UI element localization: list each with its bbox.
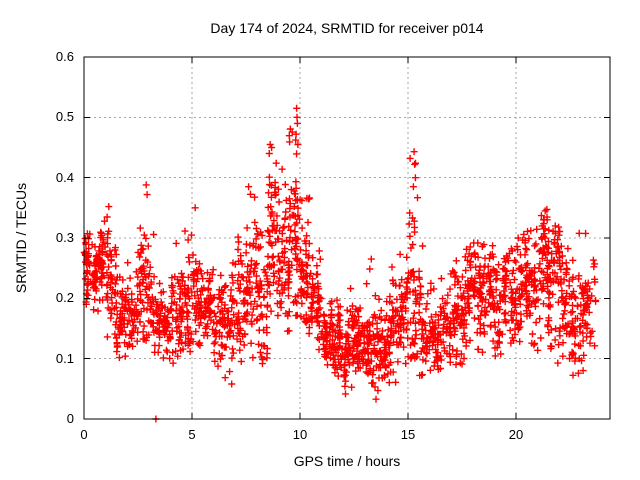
y-tick-label-0.3: 0.3 (55, 230, 74, 245)
x-axis-title: GPS time / hours (293, 453, 401, 469)
x-tick-label-0: 0 (80, 427, 88, 442)
axis-tick-marks (83, 56, 610, 420)
x-tick-label-15: 15 (400, 427, 416, 442)
y-tick-label-0.4: 0.4 (55, 169, 74, 185)
x-tick-label-5: 5 (188, 427, 196, 442)
chart-title: Day 174 of 2024, SRMTID for receiver p01… (210, 20, 484, 36)
y-tick-label-0.5: 0.5 (55, 109, 74, 125)
y-tick-label-0.6: 0.6 (55, 49, 74, 64)
y-tick-label-0: 0 (66, 411, 74, 426)
y-tick-label-0.1: 0.1 (55, 350, 74, 366)
scatter-points (80, 104, 600, 423)
y-axis-title: SRMTID / TECUs (13, 182, 29, 294)
y-tick-label-0.2: 0.2 (55, 290, 74, 306)
x-tick-label-20: 20 (508, 427, 524, 442)
x-tick-label-10: 10 (292, 427, 308, 442)
